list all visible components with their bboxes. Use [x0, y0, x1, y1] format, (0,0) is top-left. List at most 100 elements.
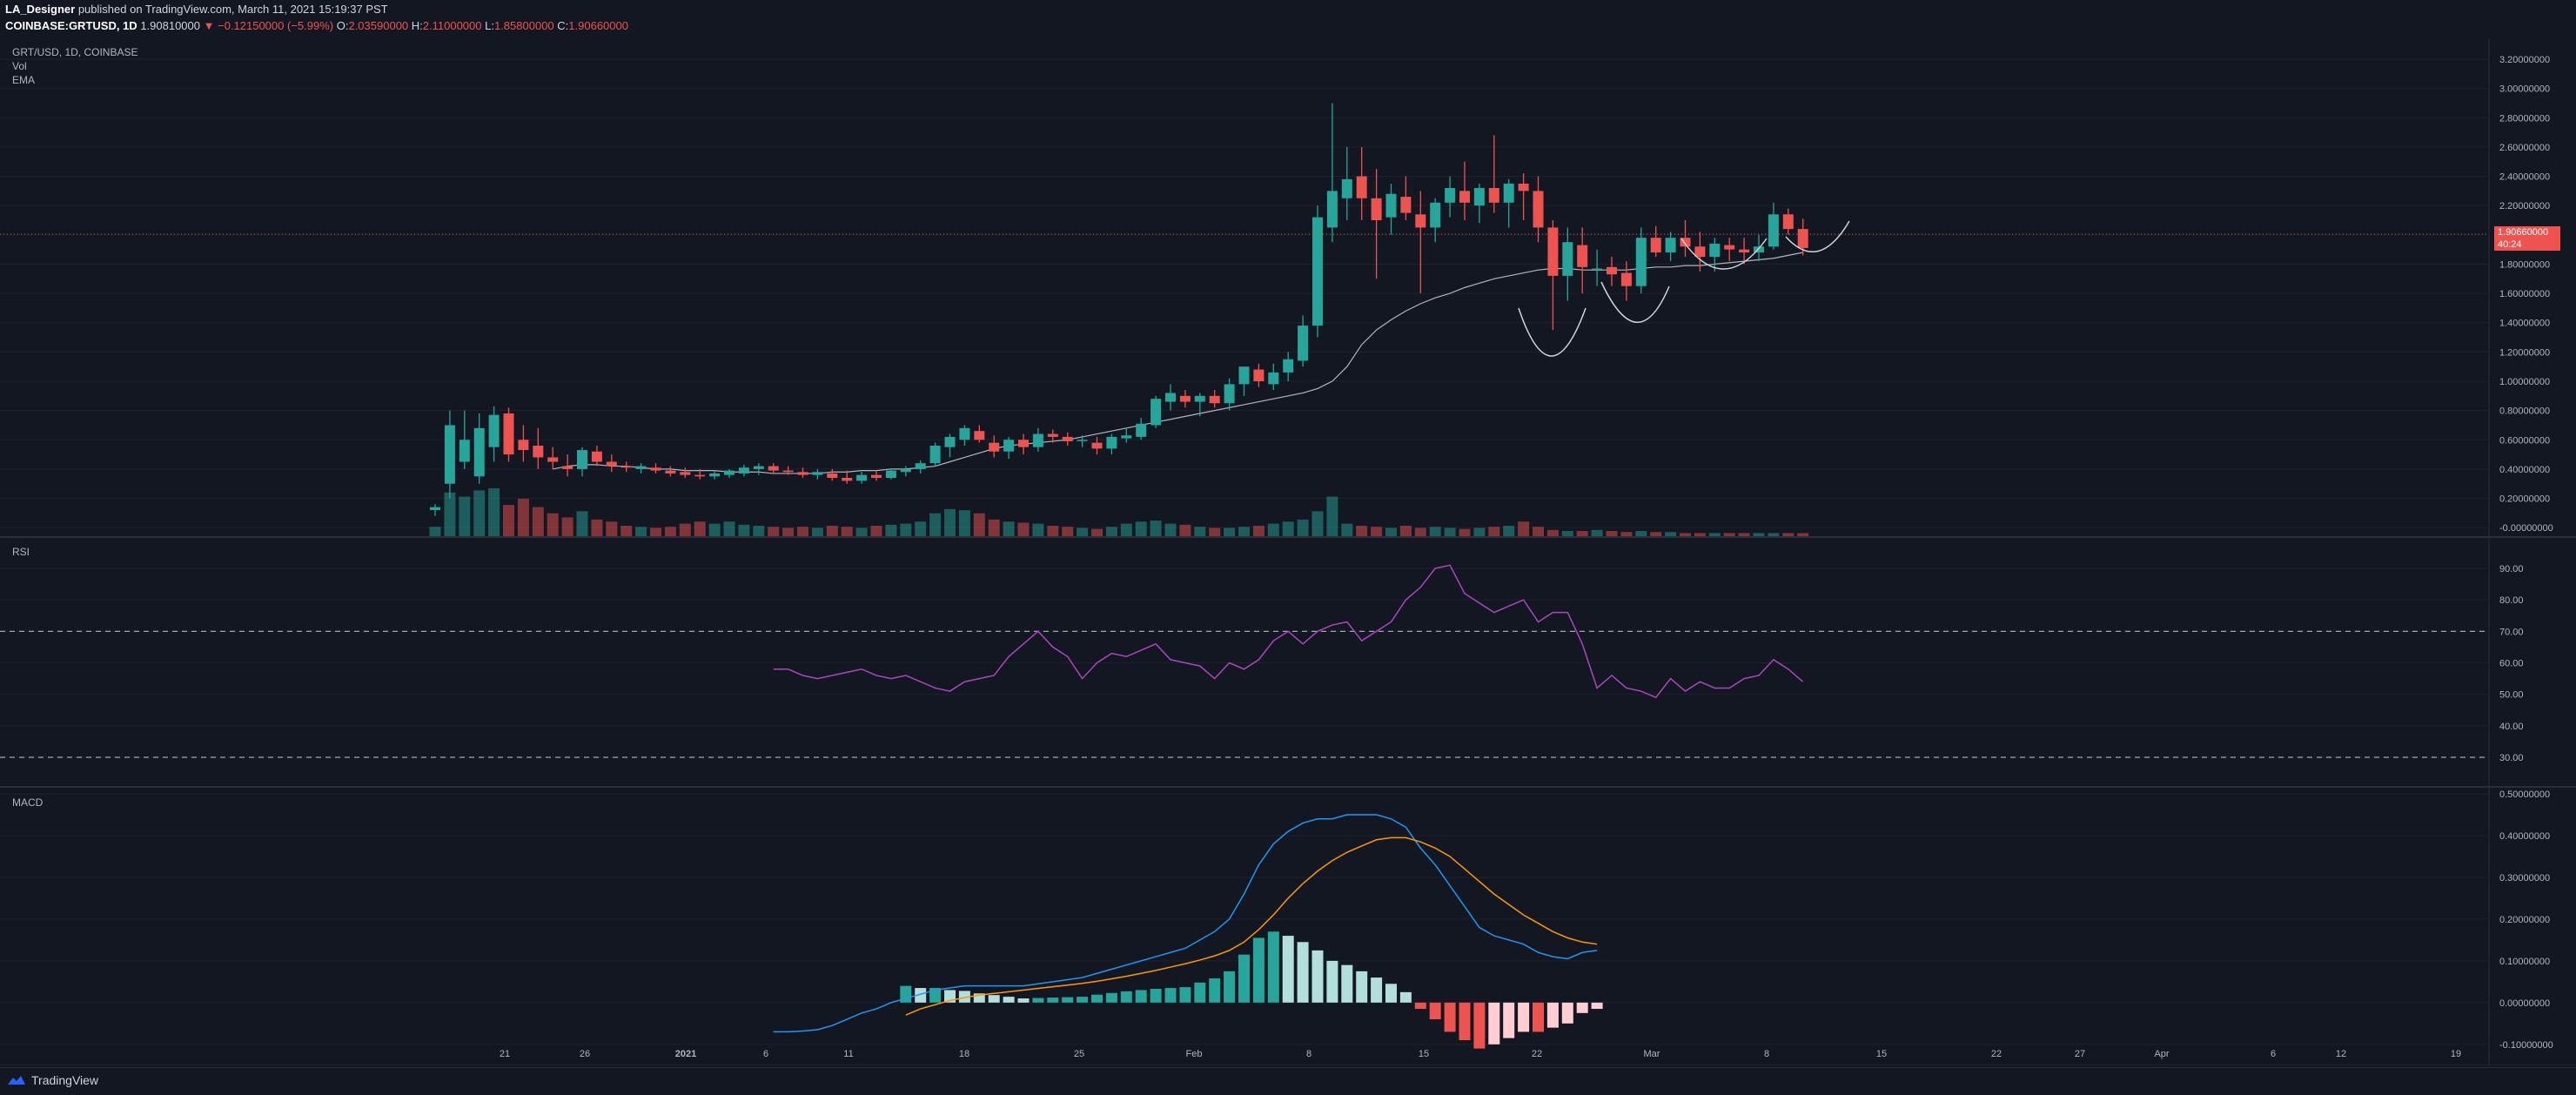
vol-legend[interactable]: Vol	[12, 60, 27, 72]
candle-body	[1253, 369, 1265, 381]
macd-histogram-bar	[1414, 1002, 1426, 1010]
candle-body	[1268, 372, 1279, 385]
time-axis-tick: 6	[763, 1049, 768, 1059]
drawing-cup-middle[interactable]	[1600, 281, 1670, 323]
macd-histogram-bar	[1282, 936, 1294, 1003]
volume-bar	[1694, 533, 1706, 536]
macd-histogram-bar	[1503, 1002, 1515, 1038]
time-axis-tick: 6	[2271, 1049, 2276, 1059]
time-axis-tick: 18	[959, 1049, 969, 1059]
volume-bar	[1385, 527, 1397, 536]
candle-body	[1150, 399, 1162, 426]
candle-body	[473, 427, 485, 477]
time-axis-tick: 25	[1074, 1049, 1084, 1059]
volume-bar	[1135, 521, 1147, 536]
candle-body	[1445, 188, 1456, 203]
open-value: 2.03590000	[348, 19, 409, 32]
candle-body	[842, 478, 853, 481]
rsi-pane	[0, 564, 2489, 758]
candle-body	[959, 427, 970, 440]
volume-bar	[1238, 527, 1250, 536]
volume-bar	[929, 513, 942, 536]
macd-axis-tick: 0.30000000	[2499, 873, 2550, 883]
volume-bar	[1252, 526, 1265, 536]
macd-histogram-bar	[1164, 988, 1177, 1003]
candle-body	[768, 466, 779, 471]
volume-bar	[1326, 496, 1338, 536]
time-axis-labels[interactable]: 21 26 2021 6 11 18 25 Feb 8 15 22 Mar 8 15 22 27 Apr 6 12 1…	[500, 1049, 2461, 1059]
candle-body	[621, 466, 632, 468]
volume-bar	[1680, 533, 1691, 536]
last-price-tag: 1.90660000 40:24	[2494, 226, 2560, 251]
volume-bar	[635, 527, 647, 536]
drawing-cup-left[interactable]	[1518, 307, 1587, 357]
volume-bar	[1164, 523, 1177, 536]
time-axis-tick: 8	[1764, 1049, 1769, 1059]
last-price-tag-value: 1.90660000	[2498, 227, 2549, 238]
volume-bar	[1282, 521, 1294, 536]
volume-bar	[753, 526, 765, 536]
candle-body	[856, 474, 868, 481]
volume-bars	[429, 488, 1809, 536]
candle-body	[1518, 183, 1529, 191]
ema-legend[interactable]: EMA	[12, 74, 36, 86]
candle-body	[1077, 440, 1088, 441]
candle-body	[1577, 245, 1588, 267]
chart-canvas[interactable]: 3.20000000 3.00000000 2.80000000 2.60000000…	[0, 38, 2576, 1065]
candle-body	[1430, 202, 1441, 228]
time-axis-tick: 12	[2336, 1049, 2346, 1059]
candle-body	[430, 507, 440, 510]
macd-histogram-bar	[1546, 1002, 1559, 1028]
candle-body	[1459, 191, 1470, 203]
macd-histogram-bar	[958, 991, 970, 1003]
macd-histogram-bar	[1473, 1002, 1486, 1049]
price-axis-tick: 0.60000000	[2499, 435, 2550, 446]
tradingview-brand[interactable]: TradingView	[7, 1073, 98, 1087]
macd-signal-line	[905, 836, 1598, 1016]
macd-axis-tick: 0.20000000	[2499, 915, 2550, 925]
macd-histogram-bar	[900, 985, 912, 1003]
volume-bar	[444, 492, 456, 536]
time-axis-tick: 11	[843, 1049, 853, 1059]
drawing-cup-right-2[interactable]	[1785, 220, 1850, 252]
price-axis-tick: 1.60000000	[2499, 289, 2550, 299]
close-value: 1.90660000	[568, 19, 628, 32]
price-axis-tick: 0.80000000	[2499, 406, 2550, 417]
grid-lines	[0, 58, 2489, 1045]
macd-histogram-bar	[1150, 989, 1162, 1003]
volume-bar	[488, 488, 500, 536]
volume-bar	[797, 527, 808, 536]
volume-bar	[1297, 519, 1309, 536]
drawing-cup-right-1[interactable]	[1680, 238, 1768, 270]
candle-body	[1680, 238, 1691, 247]
open-label: O:	[336, 19, 349, 32]
time-axis-tick: Feb	[1186, 1049, 1203, 1059]
candle-body	[1062, 436, 1073, 441]
volume-bar	[621, 526, 633, 536]
volume-bar	[1546, 529, 1559, 536]
candle-body	[1283, 359, 1294, 373]
rsi-axis-tick: 50.00	[2499, 690, 2524, 701]
price-change: ▼ −0.12150000 (−5.99%)	[203, 19, 334, 32]
volume-bar	[679, 523, 691, 536]
candle-body	[782, 470, 794, 473]
macd-histogram-bar	[1105, 992, 1117, 1003]
volume-bar	[1503, 526, 1515, 536]
macd-histogram-bar	[1135, 990, 1147, 1003]
close-label: C:	[557, 19, 569, 32]
volume-bar	[1150, 521, 1162, 536]
candle-body	[1121, 435, 1132, 439]
last-price: 1.90810000	[140, 19, 200, 32]
pair-legend[interactable]: GRT/USD, 1D, COINBASE	[12, 46, 138, 58]
author-name[interactable]: LA_Designer	[5, 3, 76, 16]
volume-bar	[1561, 531, 1573, 536]
candle-body	[503, 413, 514, 455]
macd-histogram-bar	[1591, 1002, 1603, 1010]
publish-line: LA_Designer published on TradingView.com…	[5, 3, 388, 16]
macd-legend[interactable]: MACD	[12, 796, 44, 809]
price-axis-tick: 2.80000000	[2499, 113, 2550, 124]
volume-bar	[547, 513, 559, 536]
candle-body	[547, 457, 559, 462]
price-pane-legend: GRT/USD, 1D, COINBASE Vol EMA	[12, 45, 138, 87]
rsi-legend[interactable]: RSI	[12, 546, 30, 558]
